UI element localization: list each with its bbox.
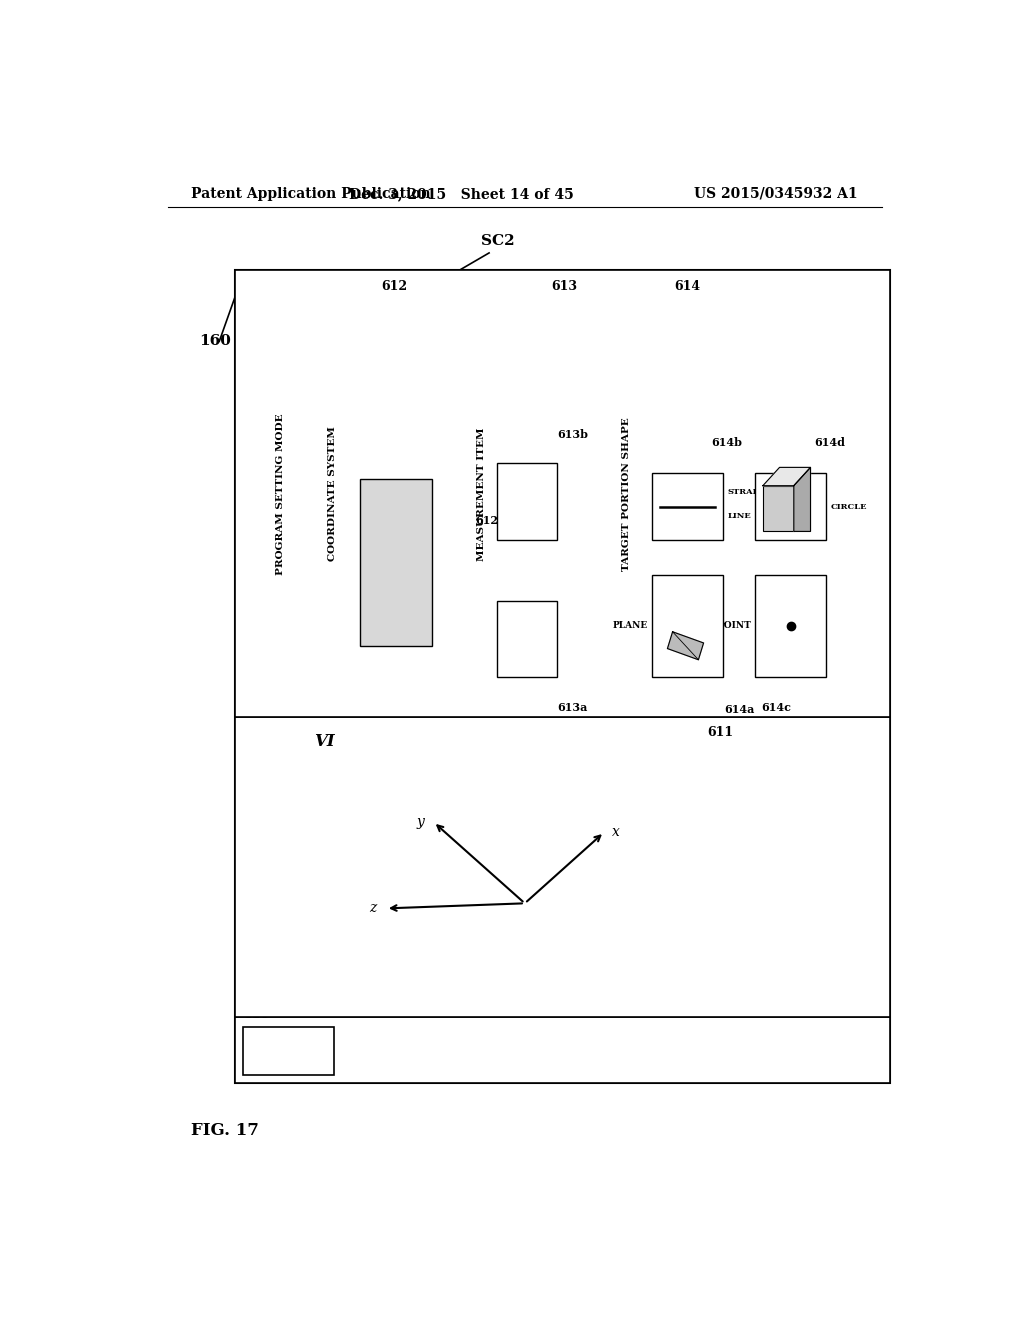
Bar [497,601,557,677]
Polygon shape [794,467,811,532]
Bar [755,576,826,677]
Text: 613a: 613a [557,702,588,713]
Text: LINE: LINE [727,512,751,520]
Text: 612a: 612a [475,515,506,525]
Text: PROGRAM SETTING MODE: PROGRAM SETTING MODE [276,413,286,574]
Text: SET REFERENCE: SET REFERENCE [381,521,389,603]
Text: x: x [612,825,620,840]
Text: CIRCLE: CIRCLE [830,503,867,511]
Text: COORDINATE SYSTEM: COORDINATE SYSTEM [408,508,416,616]
Bar [236,271,890,718]
Text: 614b: 614b [712,437,742,447]
Text: STRAIGHT: STRAIGHT [727,488,778,496]
Text: Patent Application Publication: Patent Application Publication [191,187,431,201]
Text: 610: 610 [243,1008,269,1022]
Text: SC2: SC2 [481,234,515,248]
Bar [243,1027,334,1076]
Bar [360,479,431,647]
Text: COORDINATE SYSTEM: COORDINATE SYSTEM [328,426,337,561]
Text: 613: 613 [552,280,578,293]
Bar [236,718,890,1018]
Text: Dec. 3, 2015   Sheet 14 of 45: Dec. 3, 2015 Sheet 14 of 45 [349,187,573,201]
Text: 614: 614 [675,280,700,293]
Text: PLANE: PLANE [612,622,648,631]
Bar [652,474,723,540]
Bar [236,271,890,1084]
Text: US 2015/0345932 A1: US 2015/0345932 A1 [694,187,858,201]
Text: y: y [416,814,424,829]
Text: SETTING 1: SETTING 1 [254,1045,324,1057]
Bar [763,486,794,532]
Text: 614c: 614c [762,702,792,713]
Text: 612: 612 [381,280,408,293]
Polygon shape [668,632,703,660]
Text: TARGET PORTION SHAPE: TARGET PORTION SHAPE [622,417,631,570]
Text: 160: 160 [200,334,231,348]
Text: ANGLE: ANGLE [523,484,530,519]
Text: FIG. 17: FIG. 17 [191,1122,259,1139]
Text: VI: VI [314,733,335,750]
Bar [652,576,723,677]
Text: POINT: POINT [717,622,751,631]
Bar [236,1018,890,1084]
Text: 611: 611 [708,726,733,739]
Text: z: z [369,902,377,915]
Text: 614a: 614a [724,704,755,715]
Bar [497,463,557,540]
Text: 613b: 613b [557,429,588,440]
Bar [755,474,826,540]
Text: 614d: 614d [814,437,846,447]
Text: DISTANCE: DISTANCE [523,614,530,664]
Polygon shape [763,467,811,486]
Text: MEASUREMENT ITEM: MEASUREMENT ITEM [476,428,485,561]
